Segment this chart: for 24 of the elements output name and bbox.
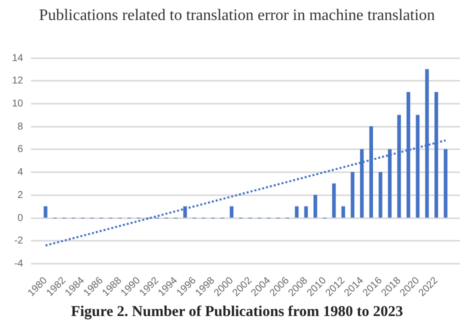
bar: [388, 149, 392, 218]
y-tick-label: 6: [18, 144, 24, 156]
bar: [378, 172, 382, 218]
bar: [444, 149, 448, 218]
bar: [341, 206, 346, 218]
y-tick-label: 10: [12, 98, 24, 110]
y-tick-label: 8: [18, 121, 24, 132]
y-tick-label: 2: [18, 190, 24, 201]
bar: [230, 206, 234, 218]
y-tick-label: 4: [18, 167, 24, 178]
bar: [332, 183, 336, 218]
bar: [294, 206, 299, 218]
y-tick-label: 12: [12, 76, 24, 87]
y-tick-label: 0: [18, 212, 24, 224]
y-tick-label: -2: [14, 236, 24, 247]
bar: [360, 149, 364, 218]
y-tick-label: -4: [14, 258, 24, 270]
bar: [44, 206, 48, 218]
bar: [350, 172, 354, 218]
caption: Figure 2. Number of Publications from 1980 to 2023: [70, 304, 404, 321]
chart-title: Publications related to translation error in machine translation: [38, 6, 436, 25]
y-tick-label: 14: [12, 52, 24, 64]
bar: [304, 206, 308, 218]
bar: [314, 194, 318, 218]
